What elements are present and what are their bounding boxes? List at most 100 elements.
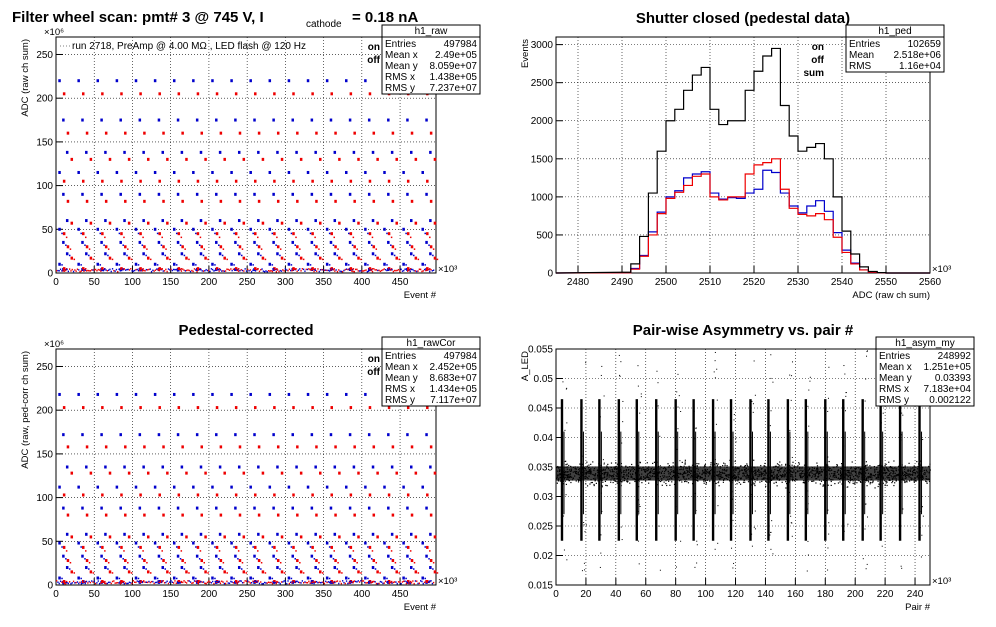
data-baseline [374,581,376,583]
data-point [839,481,841,483]
data-point [808,425,810,427]
data-point [656,405,658,407]
data-point-on [314,566,317,570]
data-spike-tail [864,431,866,515]
data-point-on [383,541,386,545]
data-point-off [107,561,110,564]
x-tick-label: 350 [315,589,332,600]
data-point-on [157,118,161,122]
data-point-on [85,150,88,154]
data-point-off [88,561,91,564]
data-baseline [425,580,427,582]
data-point-on [183,254,186,257]
data-point-off [215,232,219,236]
data-point-on [172,485,176,489]
data-point [878,483,880,485]
data-baseline [243,270,245,272]
data-point-on [81,554,84,558]
data-point-off [223,256,226,260]
data-baseline [187,580,189,582]
data-point-off [89,221,93,225]
data-point-off [146,221,150,225]
legend-entry-off: off [811,55,824,66]
data-point-off [387,493,391,497]
data-point-on [287,79,291,83]
x-tick-label: 0 [53,277,59,288]
data-point [770,377,772,379]
data-point-on [214,546,216,548]
data-point-off [283,572,286,574]
data-baseline [403,269,405,272]
data-point-on [328,546,331,548]
data-point-off [124,513,127,517]
data-baseline [366,270,368,273]
data-baseline [296,580,298,583]
data-baseline [91,269,93,271]
data-baseline [189,270,192,273]
x-axis-label: Event # [404,602,437,613]
data-point-off [234,406,238,410]
data-point-off [104,245,108,249]
data-baseline [192,270,194,273]
data-point [640,396,642,398]
data-point-off [89,157,93,161]
data-point-off [260,248,263,250]
data-point [601,486,603,488]
data-point-on [142,150,145,154]
data-point-on [100,240,103,244]
data-baseline [417,582,419,585]
x-tick-label: 180 [817,589,834,600]
x-exponent: ×10³ [438,264,457,275]
data-baseline [369,580,371,583]
data-point [888,461,890,463]
data-point-off [184,561,186,564]
data-point-off [89,256,93,260]
data-point-off [146,256,150,260]
data-baseline [360,580,362,582]
data-point-on [104,532,107,536]
data-baseline [102,581,105,583]
data-baseline [348,582,350,584]
data-point [675,566,677,568]
data-point-on [122,581,124,584]
data-point-off [181,559,184,563]
data-point [601,365,603,367]
data-point [734,460,736,462]
data-point-on [352,150,356,154]
data-point-on [424,232,426,235]
data-point-on [61,264,63,266]
data-point [922,439,924,441]
data-point-off [185,157,188,161]
data-point-on [199,219,203,223]
data-baseline [153,270,155,272]
data-point-off [295,236,297,239]
data-point-off [299,157,303,161]
data-point-on [390,150,394,154]
x-tick-label: 2520 [743,277,766,288]
data-point-on [180,465,184,469]
x-tick-label: 300 [277,589,294,600]
data-point [877,465,879,467]
data-baseline [145,268,147,271]
data-point [653,461,656,463]
data-point-off [146,157,150,161]
data-point-on [367,240,371,244]
data-baseline [248,581,250,583]
x-tick-label: 2530 [787,277,810,288]
data-point-on [424,546,426,548]
data-point-off [260,561,263,564]
data-baseline [345,580,348,582]
data-point-off [199,550,202,552]
data-point [854,480,856,482]
data-point-off [188,258,190,261]
data-point-on [214,577,216,580]
data-baseline [131,582,133,585]
data-point [915,480,917,482]
data-point-on [234,192,237,196]
data-baseline [225,582,227,585]
data-point [866,480,868,482]
data-baseline [248,270,250,272]
data-baseline [427,581,430,583]
data-point [659,569,661,571]
data-point-on [374,254,377,257]
